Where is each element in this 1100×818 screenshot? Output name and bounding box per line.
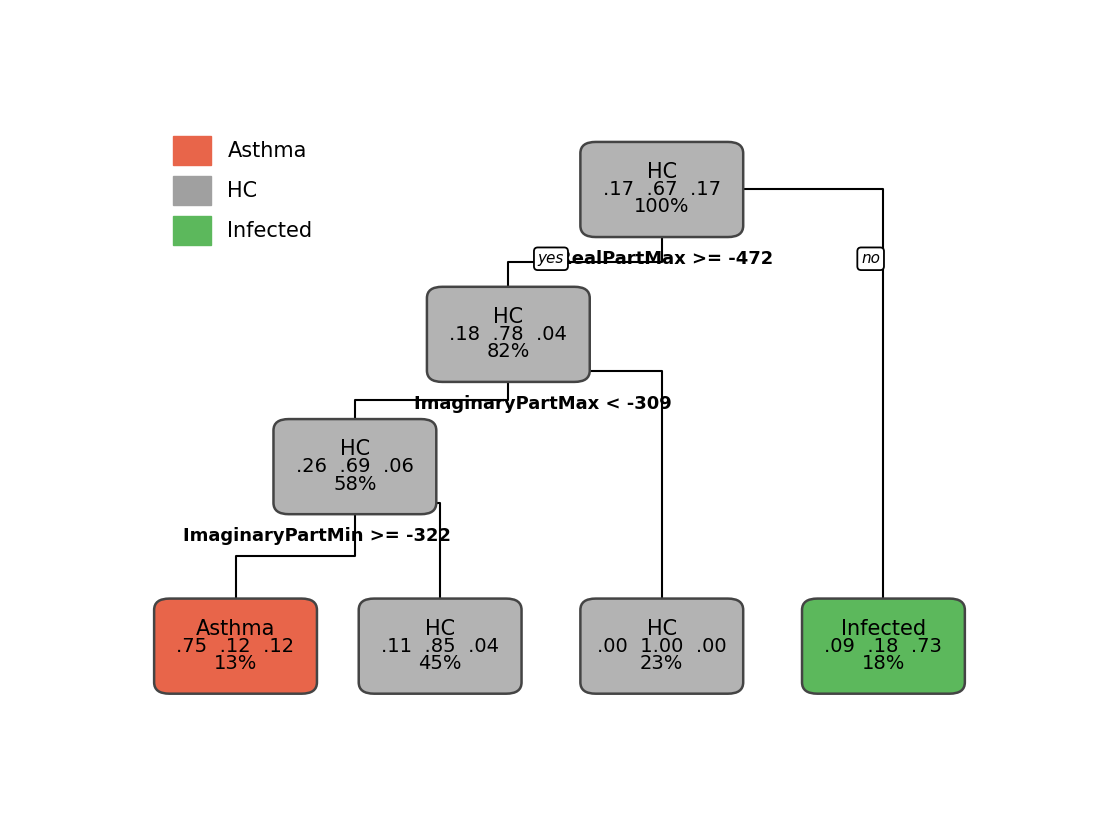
FancyBboxPatch shape [154, 599, 317, 694]
Text: ImaginaryPartMax < -309: ImaginaryPartMax < -309 [414, 394, 671, 412]
Text: Infected: Infected [840, 618, 926, 639]
Text: .18  .78  .04: .18 .78 .04 [450, 325, 568, 344]
FancyBboxPatch shape [427, 287, 590, 382]
Text: RealPartMax >= -472: RealPartMax >= -472 [559, 249, 773, 267]
Text: HC: HC [493, 307, 524, 327]
Text: 45%: 45% [418, 654, 462, 673]
FancyBboxPatch shape [802, 599, 965, 694]
FancyBboxPatch shape [581, 142, 744, 237]
Text: HC: HC [425, 618, 455, 639]
Text: 23%: 23% [640, 654, 683, 673]
Text: 13%: 13% [213, 654, 257, 673]
Text: no: no [861, 251, 880, 267]
Text: HC: HC [647, 618, 676, 639]
Text: .00  1.00  .00: .00 1.00 .00 [597, 636, 727, 656]
Text: ImaginaryPartMin >= -322: ImaginaryPartMin >= -322 [183, 527, 451, 545]
FancyBboxPatch shape [581, 599, 744, 694]
Text: Asthma: Asthma [196, 618, 275, 639]
Text: 18%: 18% [861, 654, 905, 673]
Text: yes: yes [538, 251, 564, 267]
Legend: Asthma, HC, Infected: Asthma, HC, Infected [165, 128, 321, 254]
Text: .26  .69  .06: .26 .69 .06 [296, 457, 414, 476]
Text: 58%: 58% [333, 474, 376, 493]
FancyBboxPatch shape [359, 599, 521, 694]
Text: .75  .12  .12: .75 .12 .12 [176, 636, 295, 656]
Text: HC: HC [647, 162, 676, 182]
Text: .11  .85  .04: .11 .85 .04 [381, 636, 499, 656]
Text: HC: HC [340, 439, 370, 459]
Text: .17  .67  .17: .17 .67 .17 [603, 180, 720, 199]
Text: 100%: 100% [634, 197, 690, 217]
Text: .09  .18  .73: .09 .18 .73 [825, 636, 943, 656]
FancyBboxPatch shape [274, 419, 437, 515]
Text: 82%: 82% [486, 342, 530, 362]
